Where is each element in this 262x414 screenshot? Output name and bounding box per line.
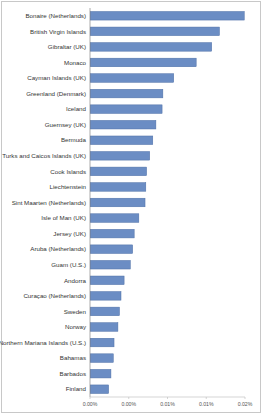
tick [245,397,246,399]
bars [90,12,244,394]
bar [90,307,119,316]
category-label: Cayman Islands (UK) [27,74,86,81]
tick-label: 0.01% [199,401,214,407]
tick-label: 0.01% [160,401,175,407]
tick-label: 0.02% [238,401,253,407]
tick [167,397,168,399]
bar [90,245,133,254]
category-label: Finland [66,385,87,392]
category-label: Bahamas [60,354,86,361]
category-label: Gibraltar (UK) [48,43,86,50]
tick [206,397,207,399]
category-label: Cook Islands [50,168,86,175]
category-label: Bonaire (Netherlands) [25,12,86,19]
bar [90,12,244,21]
bar [90,136,153,145]
category-label: Norway [65,323,87,330]
bar [90,43,212,52]
bar [90,323,118,332]
category-label: British Virgin Islands [30,28,86,35]
category-label: Guernsey (UK) [45,121,86,128]
bar [90,120,156,129]
category-label: Andorra [64,277,87,284]
bar [90,183,146,192]
frame [2,2,261,413]
bar [90,105,162,114]
tick-label: 0.00% [121,401,136,407]
tick-label: 0.00% [83,401,98,407]
bar [90,292,121,301]
bar [90,369,111,378]
bar [90,27,219,36]
category-label: Northern Mariana Islands (U.S.) [0,339,86,346]
category-label: Monaco [64,59,87,66]
tick [90,397,91,399]
category-label: Curaçao (Netherlands) [23,292,86,299]
bar [90,354,113,363]
bar [90,167,147,176]
chart: Bonaire (Netherlands) British Virgin Isla… [0,0,262,414]
bar [90,276,124,285]
bar [90,58,196,67]
bar [90,338,114,347]
category-label: Liechtenstein [50,183,87,190]
bar [90,229,134,238]
category-label: Jersey (UK) [53,230,86,237]
bar [90,385,109,394]
category-label: Bermuda [61,136,87,143]
bar [90,74,174,83]
bar [90,89,163,98]
category-label: Sweden [64,308,87,315]
bar [90,152,150,161]
category-label: Guam (U.S.) [51,261,86,268]
category-label: Barbados [60,370,87,377]
category-label: Iceland [66,105,87,112]
bar [90,198,145,207]
category-label: Sint Maarten (Netherlands) [12,199,86,206]
tick [128,397,129,399]
category-label: Turks and Caicos Islands (UK) [2,152,86,159]
bar [90,260,130,269]
bar [90,214,139,223]
category-label: Greenland (Denmark) [26,90,86,97]
y-axis [90,8,91,397]
category-label: Isle of Man (UK) [41,214,86,221]
category-label: Aruba (Netherlands) [30,245,86,252]
